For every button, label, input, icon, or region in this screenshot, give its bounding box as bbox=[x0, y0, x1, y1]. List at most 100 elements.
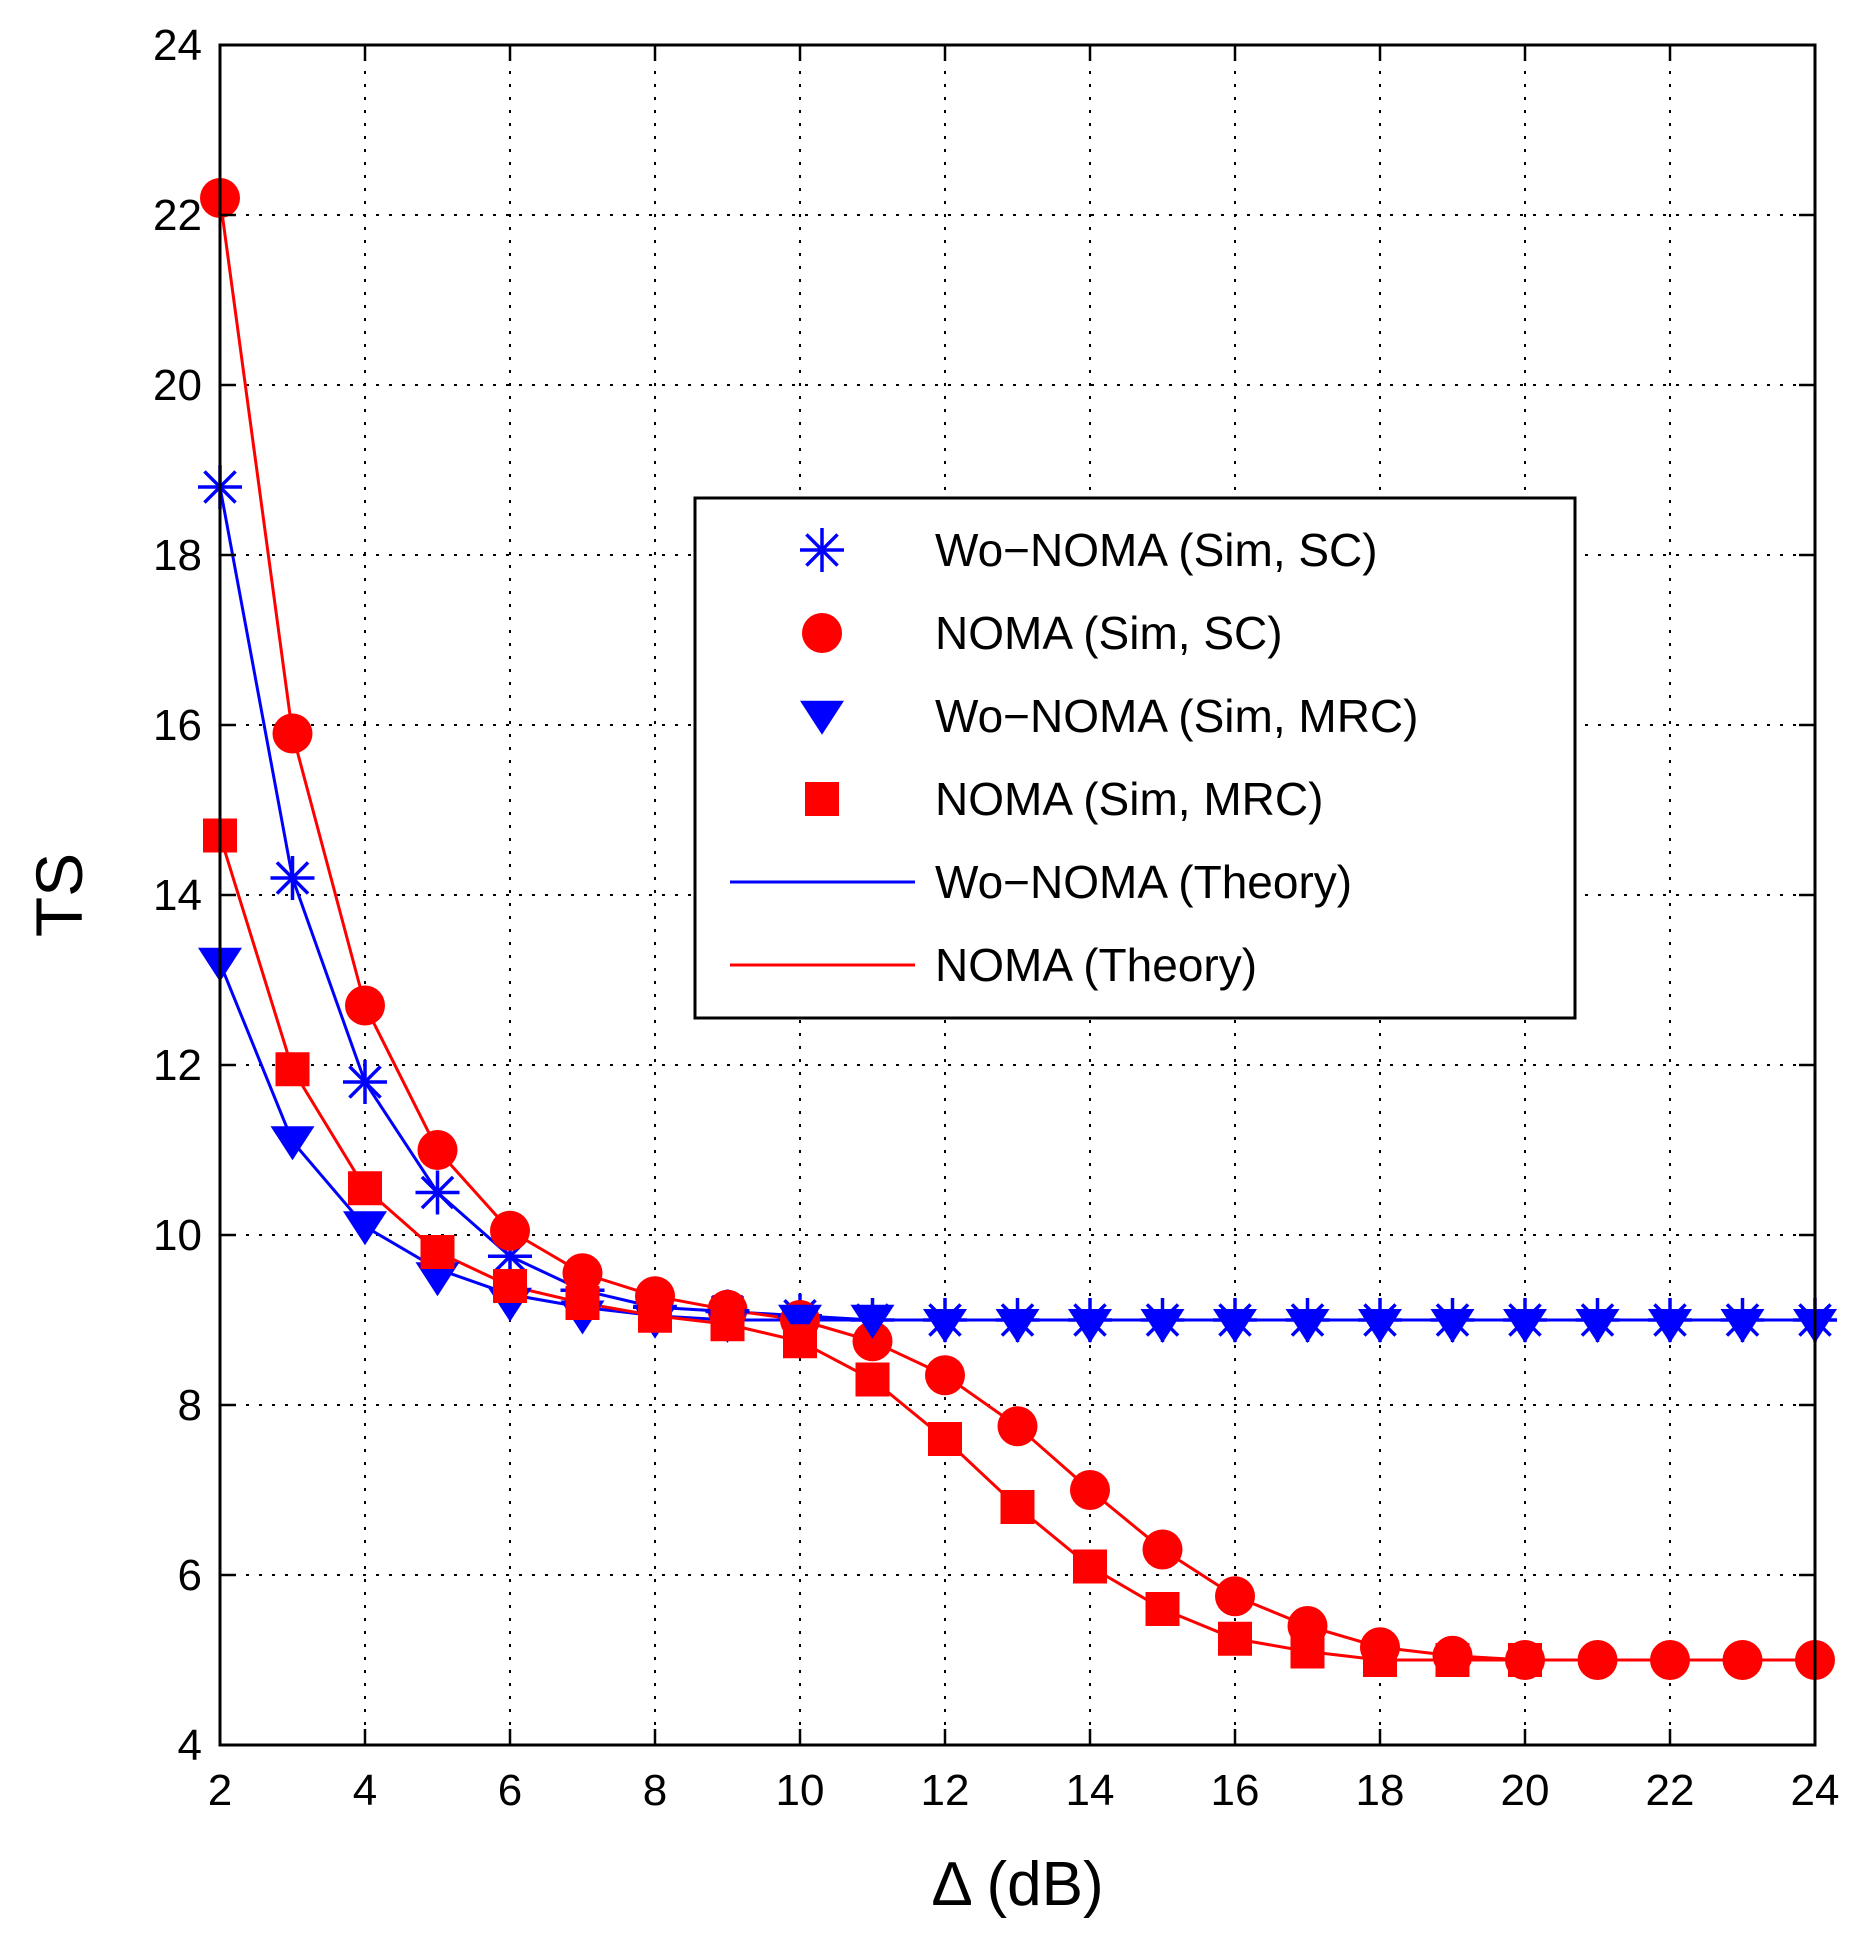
data-point bbox=[923, 1308, 967, 1343]
data-point bbox=[1435, 1643, 1470, 1677]
legend-entry: Wo−NOMA (Sim, MRC) bbox=[800, 690, 1418, 742]
y-tick-label: 24 bbox=[153, 21, 202, 70]
data-point bbox=[995, 1308, 1040, 1343]
legend-marker bbox=[805, 782, 839, 816]
data-point bbox=[1218, 1621, 1252, 1656]
data-point bbox=[852, 1321, 893, 1362]
x-tick-label: 2 bbox=[208, 1766, 232, 1815]
x-tick-label: 12 bbox=[921, 1766, 970, 1815]
data-point bbox=[1140, 1308, 1185, 1343]
data-point bbox=[1145, 1592, 1180, 1626]
data-point bbox=[1073, 1549, 1107, 1584]
data-point bbox=[1363, 1643, 1397, 1677]
data-point bbox=[1430, 1308, 1475, 1343]
legend-entry: NOMA (Theory) bbox=[730, 939, 1257, 991]
data-point bbox=[343, 1060, 387, 1104]
data-point bbox=[415, 1170, 460, 1215]
legend-entry: NOMA (Sim, SC) bbox=[802, 607, 1283, 659]
x-axis-label: Δ (dB) bbox=[931, 1850, 1103, 1919]
x-tick-label: 16 bbox=[1211, 1766, 1260, 1815]
x-tick-label: 8 bbox=[643, 1766, 667, 1815]
y-tick-label: 18 bbox=[153, 531, 202, 580]
legend-marker bbox=[802, 613, 842, 653]
legend: Wo−NOMA (Sim, SC) NOMA (Sim, SC) Wo−NOMA (… bbox=[693, 496, 1577, 1020]
data-point bbox=[850, 1304, 895, 1339]
x-tick-label: 22 bbox=[1646, 1766, 1695, 1815]
data-point bbox=[345, 985, 385, 1026]
asterisk-stroke bbox=[420, 1175, 455, 1210]
data-point bbox=[272, 713, 313, 754]
data-point bbox=[1358, 1308, 1402, 1343]
legend-label: NOMA (Sim, MRC) bbox=[935, 773, 1323, 825]
y-tick-label: 20 bbox=[153, 361, 202, 410]
legend-label: Wo−NOMA (Sim, SC) bbox=[935, 524, 1378, 576]
data-point bbox=[1000, 1490, 1035, 1524]
legend-label: Wo−NOMA (Sim, MRC) bbox=[935, 690, 1418, 742]
legend-label: NOMA (Sim, SC) bbox=[935, 607, 1283, 659]
asterisk-stroke bbox=[348, 1065, 382, 1099]
y-tick-label: 6 bbox=[178, 1551, 202, 1600]
data-point bbox=[415, 1262, 460, 1297]
x-tick-label: 24 bbox=[1791, 1766, 1840, 1815]
data-point bbox=[417, 1130, 458, 1170]
y-tick-label: 12 bbox=[153, 1041, 202, 1090]
y-tick-label: 16 bbox=[153, 701, 202, 750]
data-point bbox=[1070, 1470, 1110, 1510]
y-tick-label: 14 bbox=[153, 871, 202, 920]
data-point bbox=[1142, 1529, 1183, 1570]
data-point bbox=[710, 1307, 745, 1342]
legend-entry: Wo−NOMA (Sim, SC) bbox=[800, 524, 1378, 576]
x-tick-label: 6 bbox=[498, 1766, 522, 1815]
legend-label: Wo−NOMA (Theory) bbox=[935, 856, 1352, 908]
data-point bbox=[275, 1052, 310, 1087]
legend-label: NOMA (Theory) bbox=[935, 939, 1257, 991]
legend-marker bbox=[800, 700, 844, 735]
data-point bbox=[490, 1210, 530, 1251]
legend-entry: Wo−NOMA (Theory) bbox=[730, 856, 1352, 908]
data-point bbox=[783, 1324, 817, 1359]
data-point bbox=[562, 1253, 603, 1294]
data-point bbox=[1508, 1643, 1542, 1677]
data-point bbox=[997, 1406, 1038, 1447]
asterisk-stroke bbox=[805, 533, 839, 567]
data-point bbox=[638, 1298, 672, 1333]
data-point bbox=[270, 1126, 315, 1161]
data-point bbox=[925, 1355, 965, 1396]
legend-box bbox=[693, 496, 1577, 1020]
data-point bbox=[778, 1304, 822, 1339]
data-point bbox=[1720, 1308, 1765, 1343]
data-point bbox=[1648, 1308, 1692, 1343]
x-tick-label: 18 bbox=[1356, 1766, 1405, 1815]
x-tick-label: 20 bbox=[1501, 1766, 1550, 1815]
data-point bbox=[1215, 1576, 1255, 1617]
x-tick-label: 4 bbox=[353, 1766, 377, 1815]
y-tick-label: 4 bbox=[178, 1721, 202, 1770]
data-point bbox=[1285, 1308, 1330, 1343]
data-point bbox=[855, 1362, 890, 1397]
data-point bbox=[1577, 1640, 1618, 1680]
x-tick-label: 10 bbox=[776, 1766, 825, 1815]
data-point bbox=[1290, 1634, 1325, 1669]
data-point bbox=[348, 1171, 382, 1206]
y-tick-label: 22 bbox=[153, 191, 202, 240]
x-tick-label: 14 bbox=[1066, 1766, 1115, 1815]
series-layer bbox=[198, 178, 1837, 1680]
y-tick-label: 8 bbox=[178, 1381, 202, 1430]
legend-marker bbox=[800, 528, 844, 572]
data-point bbox=[1575, 1308, 1620, 1343]
y-axis-label: TS bbox=[22, 853, 96, 937]
y-tick-label: 10 bbox=[153, 1211, 202, 1260]
data-point bbox=[343, 1211, 387, 1246]
data-point bbox=[1213, 1308, 1257, 1343]
data-point bbox=[928, 1422, 962, 1456]
data-point bbox=[420, 1235, 455, 1269]
data-point bbox=[565, 1286, 600, 1320]
legend-entry: NOMA (Sim, MRC) bbox=[805, 773, 1323, 825]
data-point bbox=[1068, 1308, 1112, 1343]
data-point bbox=[1503, 1308, 1547, 1343]
asterisk-stroke bbox=[275, 861, 310, 895]
data-point bbox=[1650, 1640, 1690, 1680]
data-point bbox=[270, 856, 315, 900]
